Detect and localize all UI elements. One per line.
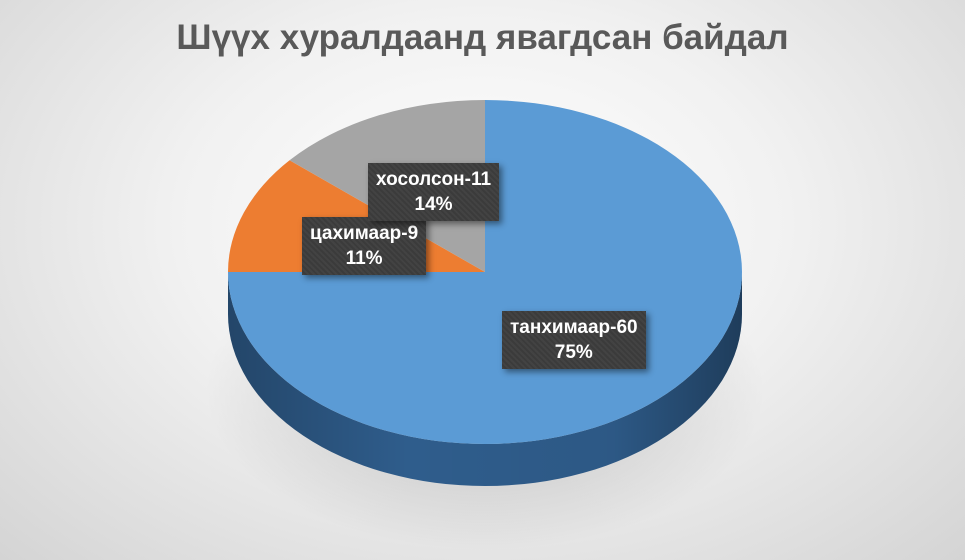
data-label-category: хосолсон-11 — [376, 169, 492, 190]
data-label-category: танхимаар-60 — [510, 317, 638, 338]
chart-title: Шүүх хуралдаанд явагдсан байдал — [176, 18, 789, 57]
data-label-percent: 11% — [345, 248, 383, 269]
data-label-tsakhimaar: цахимаар-9 11% — [302, 217, 427, 275]
pie-side-shading — [228, 272, 742, 486]
data-label-percent: 75% — [554, 342, 593, 363]
data-label-percent: 14% — [414, 194, 453, 215]
data-label-category: цахимаар-9 — [310, 223, 419, 244]
data-label-khosolson: хосолсон-11 14% — [368, 163, 500, 221]
data-label-tankhimaar: танхимаар-60 75% — [502, 311, 646, 369]
